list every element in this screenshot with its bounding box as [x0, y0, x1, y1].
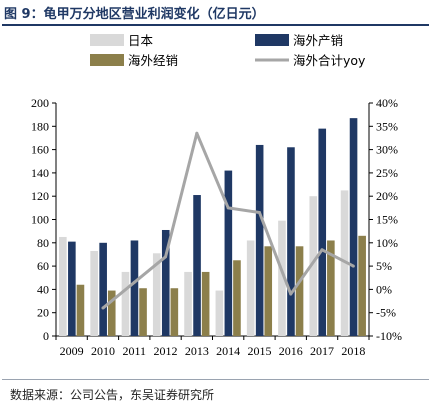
bar — [130, 240, 139, 336]
bar — [278, 220, 286, 336]
title-divider — [2, 24, 429, 26]
right-tick-label: 15% — [376, 213, 398, 227]
x-tick-label: 2009 — [60, 344, 84, 358]
bar — [161, 229, 170, 336]
x-tick-label: 2017 — [310, 344, 334, 358]
bar — [255, 144, 264, 336]
bar — [90, 250, 98, 336]
bar — [358, 235, 366, 336]
right-tick-label: 5% — [376, 259, 392, 273]
yoy-point — [351, 264, 355, 268]
chart-axes: 0 20 40 60 80 100 120 140 160 180 200 -10% -5% 0% 5% 10… — [31, 96, 402, 358]
legend-label: 日本 — [128, 33, 154, 48]
figure-title: 图 9：龟甲万分地区营业利润变化（亿日元） — [4, 7, 265, 22]
bar — [139, 288, 147, 336]
left-tick-label: 80 — [37, 236, 49, 250]
left-tick-label: 140 — [31, 166, 49, 180]
right-tick-label: 25% — [376, 166, 398, 180]
x-tick-label: 2014 — [216, 344, 240, 358]
bar — [99, 242, 107, 336]
right-tick-label: 0% — [376, 282, 392, 296]
bar — [318, 128, 327, 336]
bar — [152, 253, 161, 336]
bar — [201, 271, 210, 336]
legend-swatch — [90, 34, 124, 46]
left-tick-label: 0 — [43, 329, 49, 343]
bar — [215, 290, 224, 336]
bar — [76, 284, 85, 336]
x-tick-label: 2010 — [91, 344, 115, 358]
right-tick-label: -10% — [376, 329, 402, 343]
yoy-point — [101, 306, 105, 310]
right-tick-label: 35% — [376, 119, 398, 133]
bar — [233, 260, 241, 336]
bar — [68, 241, 76, 336]
bar — [246, 240, 255, 336]
left-tick-label: 40 — [37, 282, 49, 296]
right-tick-label: 30% — [376, 143, 398, 157]
right-tick-label: 10% — [376, 236, 398, 250]
x-tick-label: 2018 — [341, 344, 365, 358]
bar — [59, 236, 67, 336]
right-tick-label: -5% — [376, 306, 396, 320]
bar — [224, 170, 233, 336]
bar — [184, 271, 192, 336]
right-tick-label: 20% — [376, 189, 398, 203]
legend-swatch — [90, 54, 124, 66]
legend-label: 海外合计yoy — [293, 53, 366, 68]
left-tick-label: 20 — [37, 306, 49, 320]
bar — [193, 195, 201, 336]
x-tick-label: 2011 — [122, 344, 146, 358]
bar — [107, 290, 116, 336]
bar — [309, 196, 318, 336]
yoy-point — [289, 292, 293, 296]
yoy-point — [132, 280, 136, 284]
yoy-point — [320, 248, 324, 252]
bar — [327, 240, 335, 336]
source-note: 数据来源：公司公告，东吴证券研究所 — [10, 388, 215, 402]
right-tick-label: 40% — [376, 96, 398, 110]
legend-label: 海外产销 — [293, 33, 343, 48]
source-divider — [2, 379, 429, 380]
x-tick-label: 2013 — [185, 344, 209, 358]
x-tick-label: 2016 — [279, 344, 303, 358]
bar — [170, 288, 179, 336]
bar — [295, 246, 304, 336]
bar — [349, 118, 358, 337]
yoy-point — [195, 131, 199, 135]
legend-swatch — [255, 34, 289, 46]
left-tick-label: 160 — [31, 143, 49, 157]
left-tick-label: 60 — [37, 259, 49, 273]
left-tick-label: 200 — [31, 96, 49, 110]
bar — [287, 147, 295, 336]
bar — [264, 246, 273, 336]
left-tick-label: 180 — [31, 119, 49, 133]
chart-line — [101, 131, 355, 310]
x-tick-label: 2015 — [247, 344, 271, 358]
yoy-point — [164, 255, 168, 259]
left-tick-label: 120 — [31, 189, 49, 203]
x-tick-label: 2012 — [154, 344, 178, 358]
bar — [121, 271, 130, 336]
chart-bars — [59, 118, 366, 337]
yoy-point — [226, 206, 230, 210]
legend-label: 海外经销 — [128, 53, 178, 68]
left-tick-label: 100 — [31, 213, 49, 227]
yoy-point — [257, 211, 261, 215]
